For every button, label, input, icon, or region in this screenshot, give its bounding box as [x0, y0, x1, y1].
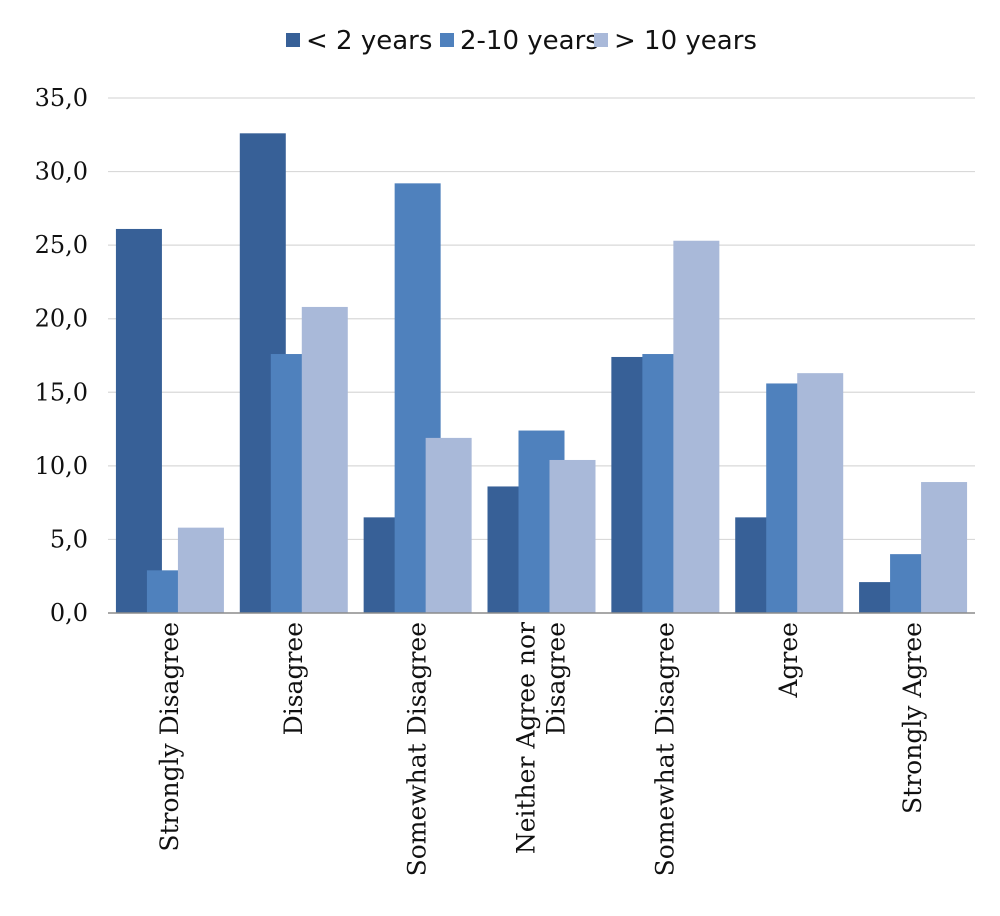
y-tick-label: 0,0	[50, 599, 88, 627]
x-category-label: Strongly Disagree	[155, 622, 184, 852]
y-tick-label: 35,0	[35, 84, 88, 112]
legend-label: 2-10 years	[460, 26, 599, 56]
legend-label: > 10 years	[614, 26, 757, 56]
x-category-label: Neither Agree nor	[512, 622, 541, 854]
y-tick-label: 20,0	[35, 305, 88, 333]
legend-swatch	[286, 33, 300, 47]
legend: < 2 years 2-10 years > 10 years	[286, 26, 757, 56]
bar	[549, 459, 596, 613]
bars	[115, 133, 968, 614]
y-tick-label: 5,0	[50, 525, 88, 553]
bar	[797, 373, 844, 613]
bar	[115, 228, 162, 613]
legend-swatch	[594, 33, 608, 47]
y-tick-label: 10,0	[35, 452, 88, 480]
bar	[301, 306, 348, 613]
x-category-label: Somewhat Disagree	[650, 622, 679, 876]
y-tick-label: 25,0	[35, 231, 88, 259]
x-category-label: Disagree	[279, 622, 308, 735]
x-category-label: Disagree	[542, 622, 571, 735]
x-category-label: Agree	[774, 622, 803, 699]
bar	[673, 240, 720, 613]
x-category-label: Somewhat Disagree	[403, 622, 432, 876]
x-category-label: Strongly Agree	[898, 622, 927, 814]
legend-label: < 2 years	[306, 26, 432, 56]
y-tick-label: 30,0	[35, 158, 88, 186]
y-tick-label: 15,0	[35, 378, 88, 406]
bar	[921, 482, 968, 613]
bar	[177, 527, 224, 613]
x-axis-labels: Strongly Disagree Disagree Somewhat Disagr…	[155, 622, 927, 876]
bar	[425, 437, 472, 613]
legend-swatch	[440, 33, 454, 47]
y-axis-ticks: 0,0 5,0 10,0 15,0 20,0 25,0 30,0 35,0	[35, 84, 88, 627]
